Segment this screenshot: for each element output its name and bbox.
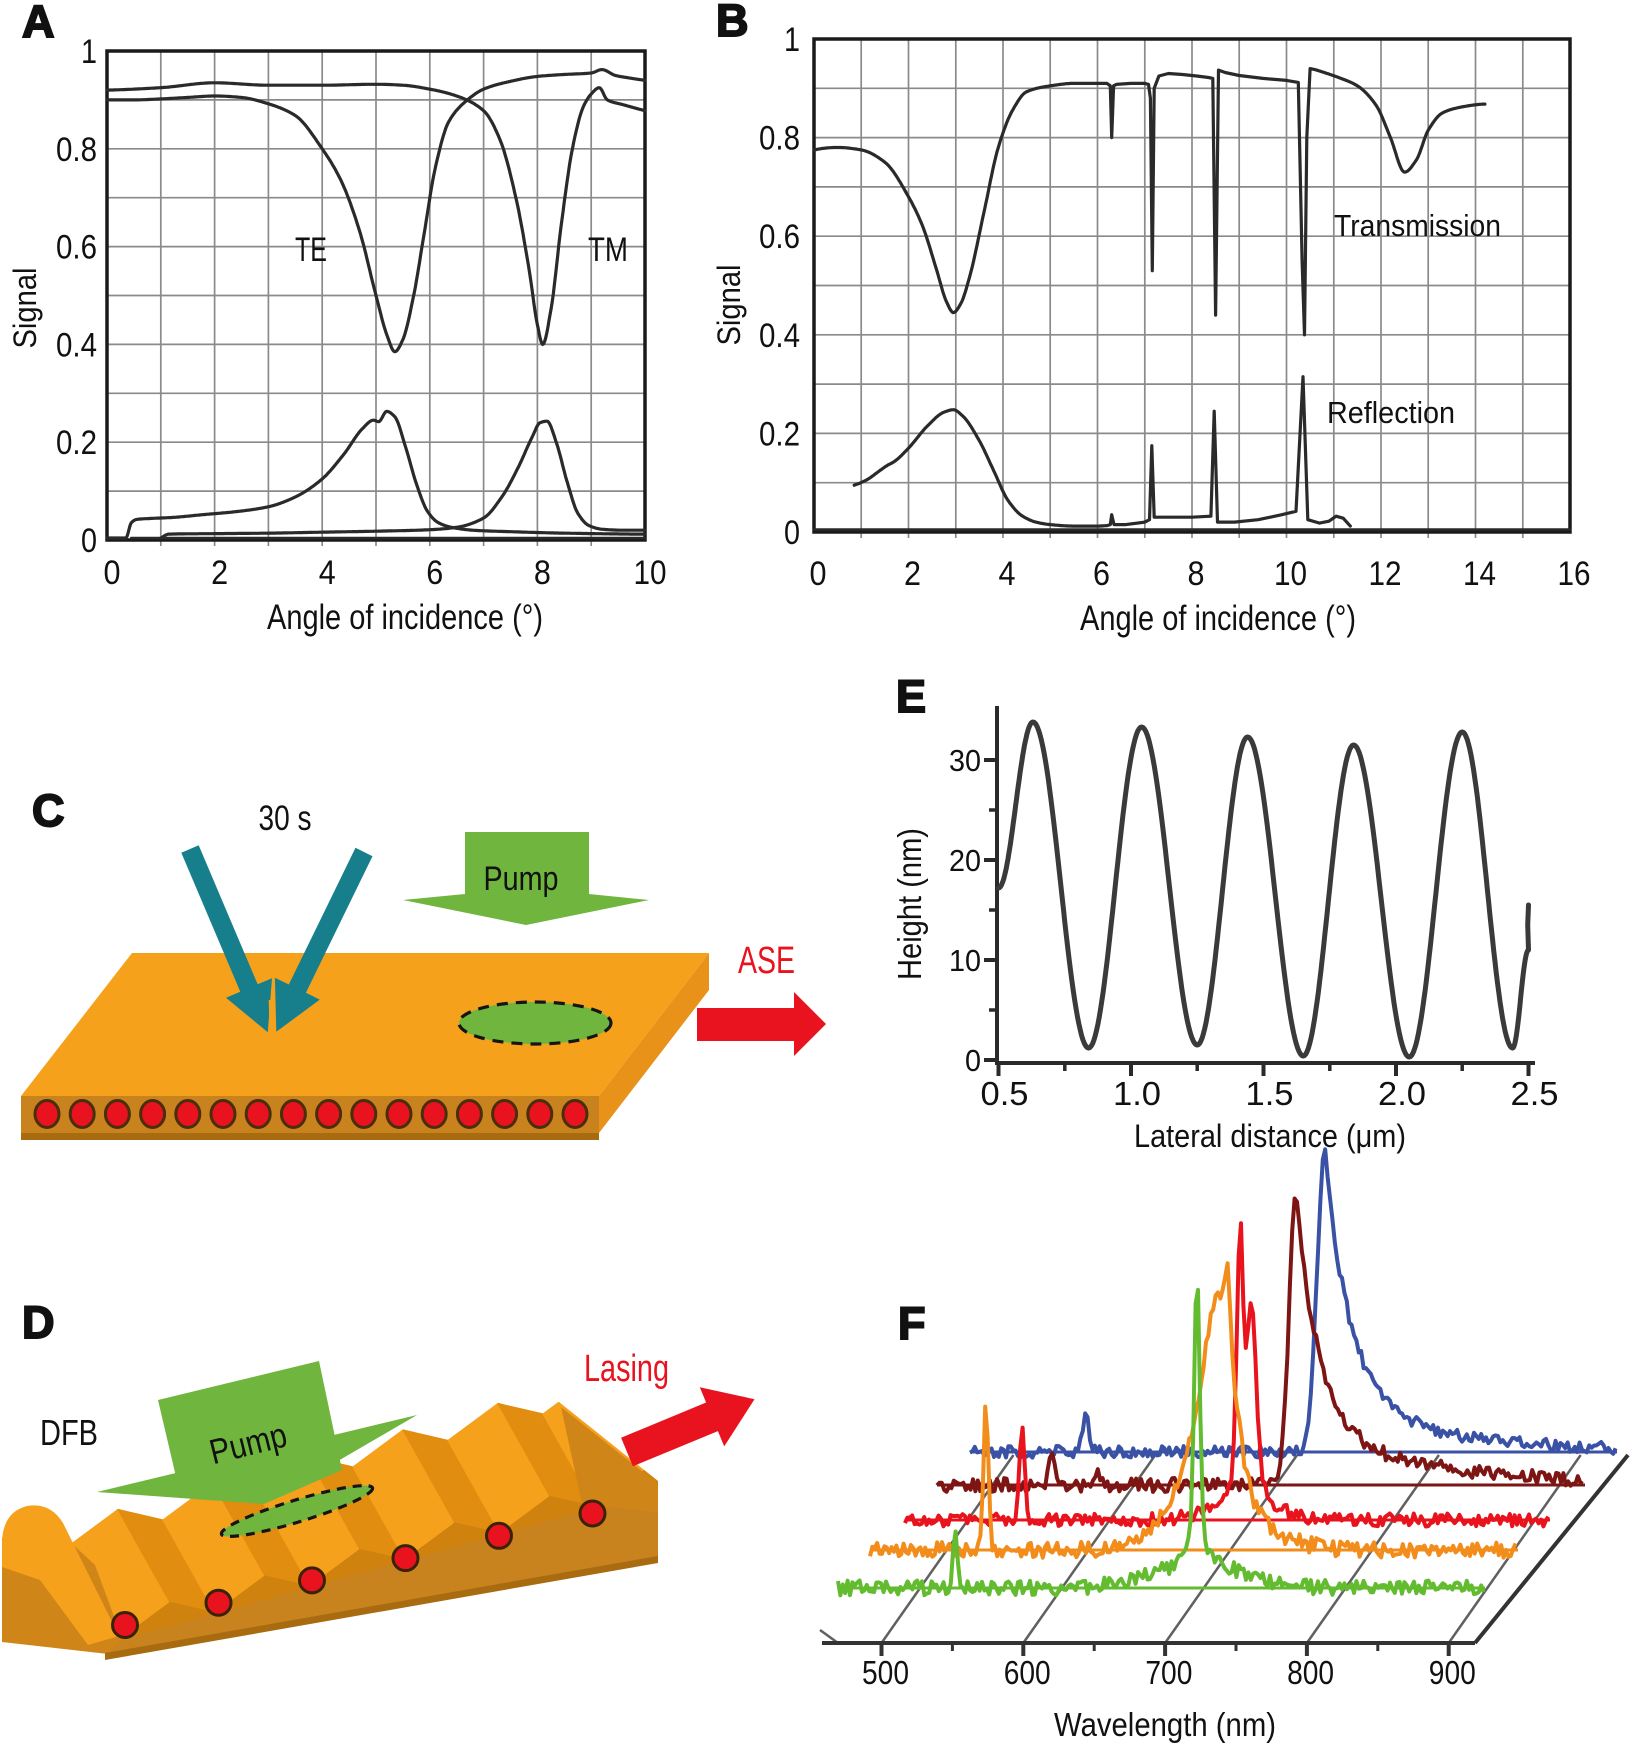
svg-text:E: E — [896, 671, 926, 722]
svg-text:8: 8 — [1188, 555, 1205, 593]
svg-text:20: 20 — [949, 843, 981, 878]
svg-text:14: 14 — [1463, 555, 1496, 593]
svg-text:D: D — [22, 1297, 55, 1348]
svg-text:Angle of incidence (°): Angle of incidence (°) — [1080, 599, 1356, 638]
svg-text:1: 1 — [784, 21, 800, 59]
svg-text:Angle of incidence (°): Angle of incidence (°) — [267, 598, 543, 637]
svg-text:1.5: 1.5 — [1246, 1075, 1294, 1112]
svg-text:0: 0 — [965, 1043, 981, 1078]
svg-text:DFB: DFB — [40, 1412, 98, 1453]
svg-text:0.4: 0.4 — [759, 317, 800, 355]
svg-text:Wavelength (nm): Wavelength (nm) — [1054, 1706, 1276, 1743]
svg-text:TE: TE — [295, 231, 327, 269]
svg-text:0: 0 — [810, 555, 827, 593]
svg-text:Pump: Pump — [484, 860, 559, 898]
svg-text:8: 8 — [534, 554, 551, 592]
svg-text:Transmission: Transmission — [1334, 208, 1501, 243]
svg-text:500: 500 — [862, 1654, 909, 1691]
svg-text:4: 4 — [999, 555, 1016, 593]
svg-text:700: 700 — [1145, 1654, 1192, 1691]
svg-text:0.6: 0.6 — [759, 218, 800, 256]
svg-text:C: C — [32, 785, 65, 836]
svg-text:2.5: 2.5 — [1511, 1075, 1559, 1112]
svg-text:B: B — [716, 0, 749, 46]
svg-text:1.0: 1.0 — [1113, 1075, 1161, 1112]
svg-text:2: 2 — [211, 554, 228, 592]
svg-text:TM: TM — [588, 231, 628, 269]
svg-text:4: 4 — [319, 554, 336, 592]
svg-text:0.8: 0.8 — [759, 120, 800, 158]
svg-text:0.5: 0.5 — [981, 1075, 1029, 1112]
svg-text:Height (nm): Height (nm) — [891, 828, 928, 980]
svg-text:6: 6 — [426, 554, 443, 592]
svg-text:ASE: ASE — [738, 940, 795, 982]
svg-text:30 s: 30 s — [259, 799, 312, 838]
svg-text:0: 0 — [104, 554, 121, 592]
svg-text:900: 900 — [1429, 1654, 1476, 1691]
svg-text:30: 30 — [949, 743, 981, 778]
svg-text:Signal: Signal — [7, 268, 43, 349]
svg-text:2: 2 — [904, 555, 921, 593]
svg-text:Reflection: Reflection — [1327, 395, 1455, 430]
svg-text:10: 10 — [634, 554, 667, 592]
svg-text:10: 10 — [949, 943, 981, 978]
svg-text:10: 10 — [1274, 555, 1307, 593]
svg-text:0: 0 — [81, 522, 97, 560]
svg-text:F: F — [898, 1298, 926, 1349]
svg-text:800: 800 — [1287, 1654, 1334, 1691]
svg-text:0: 0 — [784, 514, 800, 552]
svg-text:16: 16 — [1558, 555, 1591, 593]
svg-text:0.6: 0.6 — [56, 229, 97, 267]
svg-text:600: 600 — [1004, 1654, 1051, 1691]
svg-text:0.4: 0.4 — [56, 326, 97, 364]
svg-text:12: 12 — [1369, 555, 1402, 593]
svg-text:Signal: Signal — [711, 265, 747, 346]
svg-text:2.0: 2.0 — [1378, 1075, 1426, 1112]
svg-text:0.8: 0.8 — [56, 131, 97, 169]
svg-text:Lasing: Lasing — [584, 1348, 669, 1390]
svg-text:0.2: 0.2 — [56, 424, 97, 462]
svg-text:Lateral distance (μm): Lateral distance (μm) — [1134, 1118, 1406, 1154]
svg-text:6: 6 — [1093, 555, 1110, 593]
svg-text:0.2: 0.2 — [759, 415, 800, 453]
svg-text:A: A — [22, 0, 55, 47]
svg-text:1: 1 — [81, 33, 97, 71]
